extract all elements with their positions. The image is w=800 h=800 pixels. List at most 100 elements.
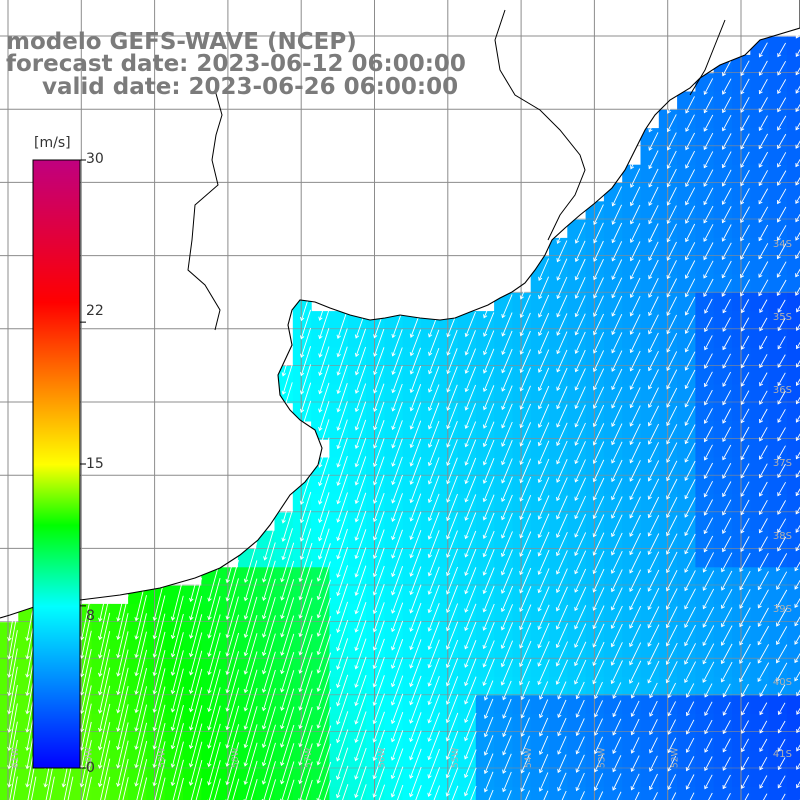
- wind-speed-cell: [420, 549, 440, 568]
- wind-arrow: [354, 365, 367, 394]
- wind-arrow: [758, 261, 769, 278]
- wind-speed-cell: [695, 164, 715, 184]
- wind-arrow: [261, 761, 276, 800]
- wind-arrow: [611, 186, 623, 207]
- wind-arrow: [685, 719, 695, 735]
- wind-arrow: [482, 385, 495, 411]
- wind-speed-cell: [603, 347, 623, 367]
- wind-arrow: [777, 372, 786, 387]
- wind-speed-cell: [750, 658, 770, 678]
- wind-arrow: [316, 688, 332, 729]
- wind-arrow: [281, 491, 293, 524]
- wind-arrow: [446, 475, 458, 503]
- wind-arrow: [445, 712, 459, 742]
- wind-arrow: [759, 390, 768, 405]
- wind-speed-cell: [786, 768, 800, 788]
- wind-speed-cell: [622, 402, 642, 422]
- wind-speed-cell: [347, 384, 367, 404]
- wind-arrow: [280, 724, 295, 767]
- wind-speed-cell: [677, 786, 696, 800]
- wind-speed-cell: [750, 146, 770, 166]
- wind-arrow: [409, 493, 422, 522]
- wind-arrow: [500, 640, 514, 668]
- wind-arrow: [776, 225, 787, 241]
- wind-speed-cell: [237, 750, 257, 770]
- wind-arrow: [740, 242, 750, 260]
- wind-speed-cell: [768, 274, 788, 294]
- wind-arrow: [464, 585, 477, 613]
- wind-arrow: [391, 347, 403, 376]
- wind-arrow: [482, 585, 495, 613]
- wind-arrow: [464, 457, 477, 485]
- wind-arrow: [243, 542, 258, 583]
- wind-arrow: [611, 259, 623, 280]
- wind-arrow: [482, 603, 495, 631]
- wind-arrow: [500, 531, 513, 558]
- wind-arrow: [556, 276, 568, 300]
- wind-speed-cell: [750, 622, 770, 642]
- wind-speed-cell: [420, 677, 440, 696]
- wind-speed-cell: [347, 457, 367, 477]
- wind-arrow: [574, 277, 586, 299]
- wind-speed-cell: [402, 384, 422, 404]
- wind-arrow: [482, 530, 495, 558]
- wind-speed-cell: [677, 91, 696, 111]
- wind-speed-cell: [366, 786, 385, 800]
- wind-arrow: [703, 114, 714, 132]
- wind-speed-cell: [457, 732, 477, 751]
- wind-arrow: [427, 420, 440, 448]
- wind-arrow: [740, 133, 750, 150]
- wind-arrow: [189, 759, 203, 800]
- wind-arrow: [464, 640, 477, 668]
- wind-speed-cell: [512, 512, 532, 532]
- wind-speed-cell: [402, 475, 422, 495]
- wind-speed-cell: [768, 585, 788, 605]
- wind-arrow: [684, 570, 696, 592]
- wind-arrow: [298, 652, 313, 693]
- wind-arrow: [795, 250, 800, 260]
- wind-speed-cell: [384, 603, 404, 623]
- wind-arrow: [391, 420, 403, 449]
- wind-speed-cell: [475, 567, 495, 587]
- wind-arrow: [378, 784, 386, 800]
- wind-speed-cell: [677, 274, 696, 294]
- wind-speed-cell: [439, 420, 459, 440]
- wind-speed-cell: [237, 732, 257, 751]
- wind-arrow: [390, 748, 404, 780]
- wind-speed-cell: [567, 732, 587, 751]
- wind-arrow: [777, 500, 786, 515]
- wind-speed-cell: [603, 420, 623, 440]
- wind-arrow: [721, 570, 733, 591]
- wind-speed-cell: [366, 622, 385, 642]
- wind-speed-cell: [311, 622, 330, 642]
- wind-arrow: [427, 548, 440, 577]
- wind-arrow: [85, 776, 92, 800]
- wind-arrow: [427, 475, 440, 504]
- wind-speed-cell: [585, 750, 605, 770]
- lon-label: 58W: [231, 748, 241, 768]
- wind-arrow: [740, 317, 750, 332]
- wind-arrow: [134, 631, 147, 677]
- wind-arrow: [538, 717, 549, 737]
- wind-speed-cell: [530, 622, 550, 642]
- wind-arrow: [593, 277, 604, 299]
- wind-arrow: [629, 496, 641, 519]
- wind-arrow: [336, 547, 349, 578]
- wind-speed-cell: [530, 530, 550, 550]
- wind-arrow: [795, 122, 800, 131]
- wind-arrow: [488, 789, 494, 800]
- wind-speed-cell: [347, 402, 367, 422]
- wind-arrow: [796, 689, 800, 697]
- wind-arrow: [777, 775, 786, 789]
- wind-arrow: [464, 603, 477, 632]
- wind-speed-cell: [622, 384, 642, 404]
- wind-arrow: [427, 748, 440, 779]
- wind-speed-cell: [677, 567, 696, 587]
- wind-arrow: [67, 776, 74, 800]
- wind-arrow: [666, 114, 677, 133]
- wind-speed-cell: [311, 402, 330, 422]
- wind-arrow: [759, 684, 768, 697]
- wind-arrow: [629, 569, 642, 592]
- wind-speed-cell: [530, 329, 550, 349]
- wind-speed-cell: [475, 420, 495, 440]
